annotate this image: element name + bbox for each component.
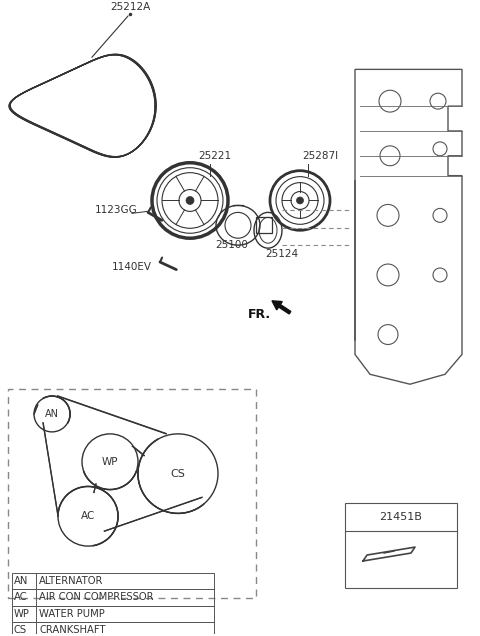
Bar [12, 605, 214, 622]
Circle shape [186, 197, 194, 204]
Text: AN: AN [14, 576, 28, 586]
FancyArrow shape [272, 301, 291, 314]
Bar [12, 622, 214, 636]
Bar [256, 218, 272, 233]
Text: 25124: 25124 [265, 249, 298, 259]
Text: FR.: FR. [248, 308, 271, 321]
Text: 25221: 25221 [198, 151, 231, 161]
Text: 1140EV: 1140EV [112, 262, 152, 272]
Text: CRANKSHAFT: CRANKSHAFT [39, 625, 106, 635]
Text: CS: CS [14, 625, 27, 635]
Text: AIR CON COMPRESSOR: AIR CON COMPRESSOR [39, 593, 154, 602]
Text: 21451B: 21451B [380, 513, 422, 522]
Bar [12, 590, 214, 605]
Text: 25287I: 25287I [302, 151, 338, 161]
Circle shape [297, 197, 303, 204]
Text: AC: AC [14, 593, 28, 602]
Text: WP: WP [14, 609, 30, 619]
Text: AN: AN [45, 409, 59, 419]
Text: ALTERNATOR: ALTERNATOR [39, 576, 103, 586]
Text: WP: WP [102, 457, 118, 467]
Text: AC: AC [81, 511, 95, 522]
Bar [345, 504, 457, 588]
Text: CS: CS [170, 469, 185, 479]
Text: 1123GG: 1123GG [95, 205, 138, 216]
Text: WATER PUMP: WATER PUMP [39, 609, 105, 619]
Text: 25100: 25100 [215, 240, 248, 250]
Text: 25212A: 25212A [110, 2, 150, 12]
Bar [8, 389, 256, 598]
Bar [12, 573, 214, 590]
